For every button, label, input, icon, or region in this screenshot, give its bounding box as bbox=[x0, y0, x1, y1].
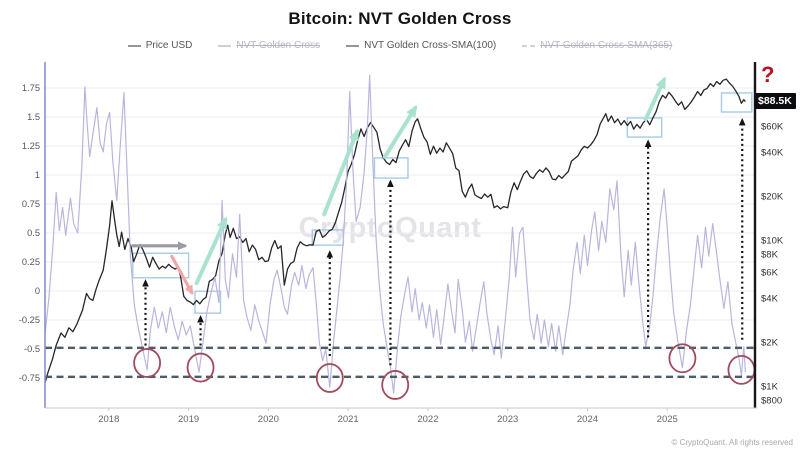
left-axis-tick-label: -0.25 bbox=[19, 315, 40, 325]
right-axis-tick-label: $2K bbox=[761, 337, 779, 348]
trend-arrow-up bbox=[194, 216, 228, 286]
legend-swatch-icon bbox=[346, 44, 360, 47]
dip-circle bbox=[381, 370, 410, 400]
trend-arrow-up bbox=[322, 128, 359, 217]
consolidation-box bbox=[132, 252, 190, 279]
dip-circle bbox=[133, 348, 162, 378]
left-axis-tick-label: -0.75 bbox=[19, 373, 40, 383]
x-axis-tick-label: 2021 bbox=[338, 414, 359, 425]
dip-circle bbox=[186, 352, 215, 383]
left-axis-tick-label: 0.5 bbox=[27, 228, 40, 238]
page-title: Bitcoin: NVT Golden Cross bbox=[288, 9, 512, 28]
consolidation-box bbox=[373, 157, 409, 179]
current-price-badge: $88.5K bbox=[755, 93, 796, 109]
legend-swatch-icon bbox=[127, 44, 141, 47]
left-axis-tick-label: -0.5 bbox=[24, 344, 40, 354]
x-axis-tick-label: 2025 bbox=[657, 414, 678, 425]
legend-item-nvt-golden-cross-sma-365-[interactable]: NVT Golden Cross-SMA(365) bbox=[522, 40, 672, 51]
x-axis-tick-label: 2023 bbox=[497, 414, 518, 425]
legend-label: NVT Golden Cross bbox=[236, 40, 321, 51]
consolidation-box bbox=[720, 92, 753, 113]
right-axis-tick-label: $8K bbox=[761, 250, 779, 261]
legend-item-price-usd[interactable]: Price USD bbox=[127, 40, 193, 51]
trend-arrow-down bbox=[170, 254, 194, 296]
dip-circle bbox=[315, 363, 344, 393]
legend-item-nvt-golden-cross[interactable]: NVT Golden Cross bbox=[218, 40, 320, 51]
right-axis-tick-label: $6K bbox=[761, 268, 779, 279]
left-axis-tick-label: 1 bbox=[35, 170, 40, 180]
question-mark-annotation: ? bbox=[761, 62, 775, 87]
x-axis-tick-label: 2018 bbox=[98, 414, 119, 425]
x-axis-tick-label: 2020 bbox=[258, 414, 279, 425]
left-axis-tick-label: 1.5 bbox=[27, 112, 40, 122]
right-axis-tick-label: $60K bbox=[761, 122, 784, 133]
trend-arrow-up bbox=[643, 76, 667, 122]
copyright-footer: © CryptoQuant. All rights reserved bbox=[671, 438, 794, 447]
x-axis-tick-label: 2019 bbox=[178, 414, 199, 425]
legend-item-nvt-golden-cross-sma-100-[interactable]: NVT Golden Cross-SMA(100) bbox=[346, 40, 496, 51]
nvt-sma100-line bbox=[44, 74, 746, 394]
right-axis-tick-label: $4K bbox=[761, 293, 779, 304]
legend-label: NVT Golden Cross-SMA(100) bbox=[364, 40, 497, 51]
left-axis-tick-label: 0 bbox=[35, 286, 40, 296]
right-axis-tick-label: $20K bbox=[761, 191, 784, 202]
price-usd-line bbox=[44, 78, 746, 383]
legend-label: NVT Golden Cross-SMA(365) bbox=[540, 40, 673, 51]
legend-swatch-icon bbox=[522, 44, 536, 47]
right-axis-tick-label: $40K bbox=[761, 147, 784, 158]
left-axis-tick-label: 0.75 bbox=[22, 199, 40, 209]
right-axis-tick-label: $10K bbox=[761, 235, 784, 246]
right-axis-tick-label: $1K bbox=[761, 381, 779, 392]
left-axis-tick-label: 1.75 bbox=[22, 83, 40, 93]
trend-arrow-up bbox=[382, 104, 418, 159]
legend-swatch-icon bbox=[218, 44, 232, 47]
legend: Price USD NVT Golden Cross NVT Golden Cros… bbox=[0, 40, 800, 51]
dip-circle bbox=[668, 343, 697, 374]
right-axis-tick-label: $800 bbox=[761, 396, 782, 407]
x-axis-tick-label: 2022 bbox=[417, 414, 438, 425]
left-axis-tick-label: 0.25 bbox=[22, 257, 40, 267]
x-axis-tick-label: 2024 bbox=[577, 414, 598, 425]
left-axis-tick-label: 1.25 bbox=[22, 141, 40, 151]
legend-label: Price USD bbox=[145, 40, 193, 51]
